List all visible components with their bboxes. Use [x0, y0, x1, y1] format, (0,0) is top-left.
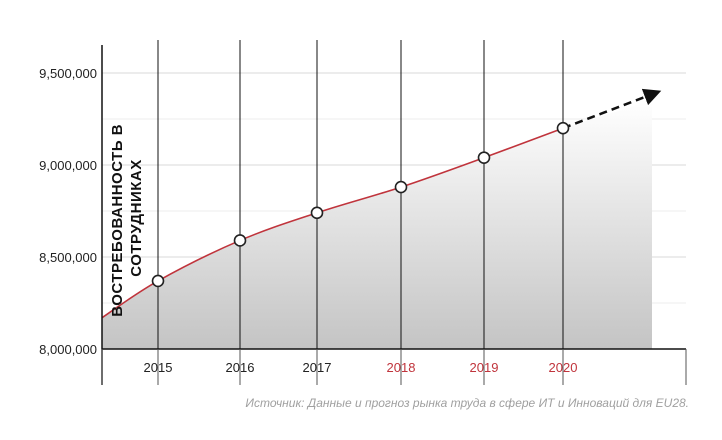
y-axis-label-line-1: ВОСТРЕБОВАННОСТЬ В [109, 124, 126, 317]
area-fill [102, 100, 652, 349]
y-tick-labels: 8,000,000 8,500,000 9,000,000 9,500,000 [39, 66, 97, 357]
x-tick-label-2019: 2019 [470, 360, 499, 375]
data-point-2019 [477, 151, 491, 164]
y-axis-label: ВОСТРЕБОВАННОСТЬ В СОТРУДНИКАХ [109, 119, 145, 317]
data-point-2015 [151, 274, 165, 288]
x-tick-label-2015: 2015 [144, 360, 173, 375]
y-tick-label-3: 9,500,000 [39, 66, 97, 81]
y-tick-label-0: 8,000,000 [39, 342, 97, 357]
source-note: Источник: Данные и прогноз рынка труда в… [245, 396, 689, 410]
x-tick-label-2016: 2016 [226, 360, 255, 375]
data-point-2016 [233, 234, 247, 247]
x-tick-label-2017: 2017 [303, 360, 332, 375]
y-tick-label-2: 9,000,000 [39, 158, 97, 173]
data-point-2017 [310, 206, 324, 220]
data-point-2020 [556, 121, 570, 135]
x-tick-label-2020: 2020 [549, 360, 578, 375]
x-tick-labels: 2015 2016 2017 2018 2019 2020 [144, 360, 578, 375]
forecast-trend-arrow [562, 88, 662, 130]
year-vertical-lines [157, 40, 564, 349]
y-axis-label-line-2: СОТРУДНИКАХ [128, 159, 145, 276]
data-point-2018 [394, 180, 408, 194]
axes [101, 45, 687, 385]
y-tick-label-1: 8,500,000 [39, 250, 97, 265]
data-markers [151, 121, 570, 288]
x-tick-label-2018: 2018 [387, 360, 416, 375]
